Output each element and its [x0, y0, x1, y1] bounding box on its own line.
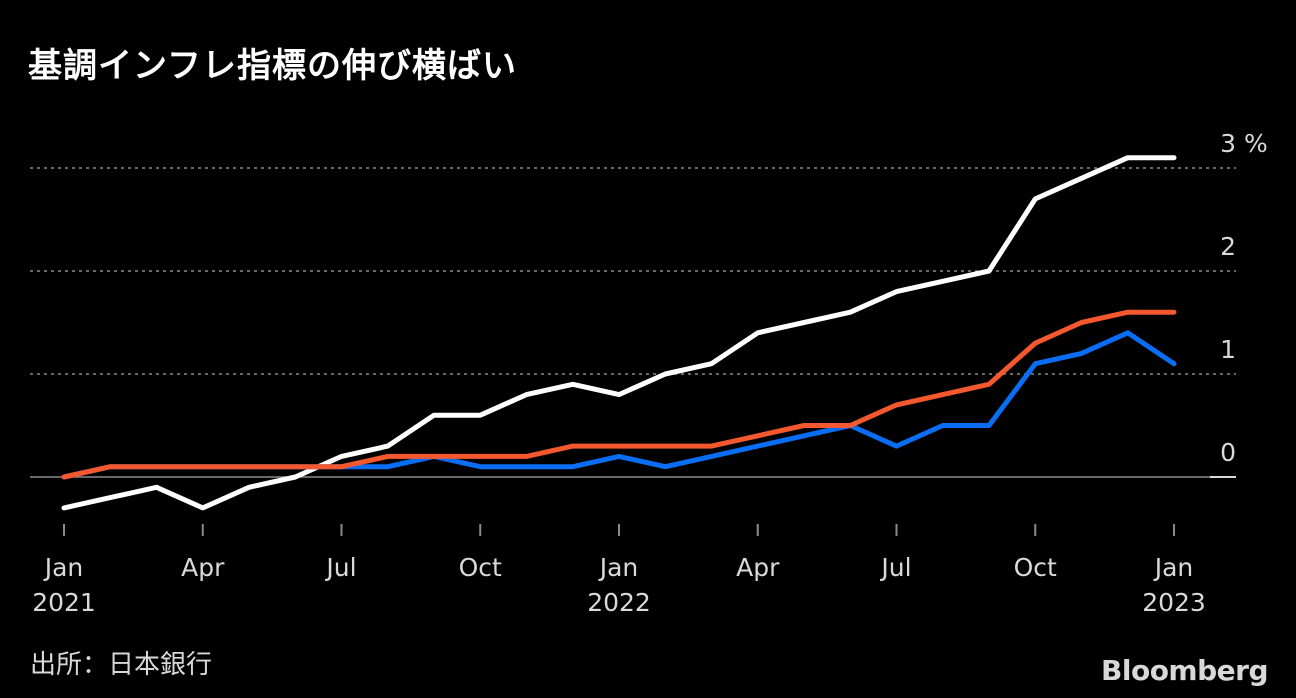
gridlines — [30, 167, 1236, 478]
series-line-orange — [61, 309, 1177, 480]
y-tick-label-2: 2 — [1220, 232, 1236, 261]
x-tick-label-jul: Jul — [879, 553, 911, 582]
series-line-white — [61, 155, 1177, 511]
x-tick-year-2023: 2023 — [1142, 588, 1206, 617]
x-tick-label-oct: Oct — [1014, 553, 1057, 582]
x-tick-label-apr: Apr — [181, 553, 225, 582]
x-tick-label-jan: Jan — [1153, 553, 1194, 582]
x-tick-label-jul: Jul — [324, 553, 356, 582]
y-tick-label-3: 3 — [1220, 129, 1236, 158]
series-line-blue — [61, 330, 1177, 480]
y-tick-label-1: 1 — [1220, 335, 1236, 364]
chart-title: 基調インフレ指標の伸び横ばい — [28, 46, 517, 86]
source-note: 出所：日本銀行 — [30, 650, 213, 680]
x-tick-year-2021: 2021 — [32, 588, 96, 617]
x-tick-label-apr: Apr — [736, 553, 780, 582]
y-unit-label: % — [1244, 129, 1268, 158]
y-tick-label-0: 0 — [1220, 438, 1236, 467]
bloomberg-logo: Bloomberg — [1101, 654, 1268, 687]
x-tick-year-2022: 2022 — [587, 588, 651, 617]
data-series — [61, 155, 1177, 511]
y-axis-labels: 0 1 2 3% — [1220, 129, 1268, 467]
x-axis: Jan 2021 Apr Jul Oct Jan 2022 Apr Jul Oct Jan 2023 — [32, 524, 1206, 617]
x-tick-label-oct: Oct — [459, 553, 502, 582]
x-tick-label-jan: Jan — [43, 553, 84, 582]
x-tick-label-jan: Jan — [598, 553, 639, 582]
